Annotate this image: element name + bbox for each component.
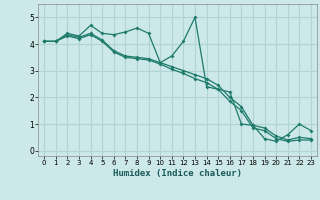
X-axis label: Humidex (Indice chaleur): Humidex (Indice chaleur) — [113, 169, 242, 178]
